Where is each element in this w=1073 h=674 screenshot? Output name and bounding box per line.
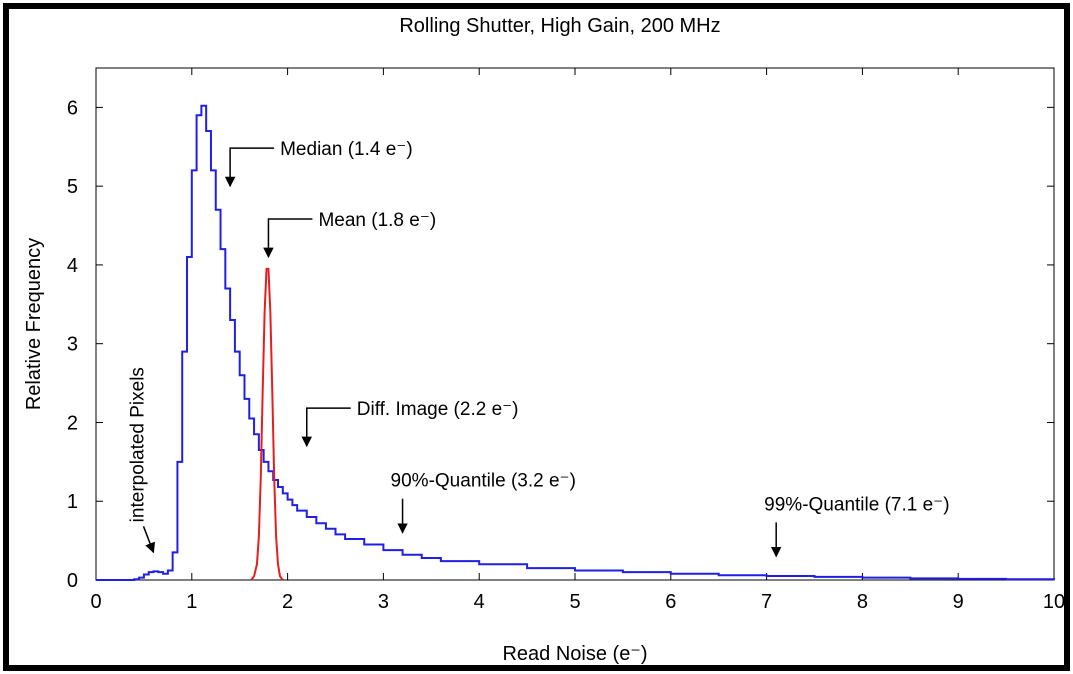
y-tick-label: 2 <box>67 412 78 434</box>
y-tick-label: 6 <box>67 97 78 119</box>
series-line-0 <box>96 104 1055 581</box>
annotation-arrow <box>224 147 275 188</box>
x-axis-label: Read Noise (e⁻) <box>502 643 647 665</box>
window-border <box>3 3 1070 671</box>
annotation-layer: Median (1.4 e⁻) Mean (1.8 e⁻) Diff. Image … <box>127 139 950 558</box>
y-tick-label: 5 <box>67 176 78 198</box>
x-tick-label: 4 <box>474 591 485 613</box>
x-tick-label: 8 <box>857 591 868 613</box>
x-tick-label: 10 <box>1043 591 1065 613</box>
x-tick-label: 9 <box>953 591 964 613</box>
series-layer <box>96 104 1055 581</box>
x-tick-label: 1 <box>186 591 197 613</box>
x-axis: 0 1 2 3 4 5 6 7 8 9 10 <box>90 68 1065 613</box>
annotation-label: 90%-Quantile (3.2 e⁻) <box>391 471 576 492</box>
x-tick-label: 0 <box>90 591 101 613</box>
y-tick-label: 4 <box>67 255 78 277</box>
annotation-arrow <box>263 218 313 259</box>
x-tick-label: 2 <box>282 591 293 613</box>
annotation-label: interpolated Pixels <box>127 367 148 522</box>
x-tick-label: 3 <box>378 591 389 613</box>
annotation-label: 99%-Quantile (7.1 e⁻) <box>764 494 949 515</box>
annotation-label: Mean (1.8 e⁻) <box>318 210 436 231</box>
x-tick-label: 5 <box>569 591 580 613</box>
y-tick-label: 3 <box>67 334 78 356</box>
annotation-arrow <box>142 526 155 554</box>
chart-title: Rolling Shutter, High Gain, 200 MHz <box>399 15 720 37</box>
y-tick-label: 1 <box>67 491 78 513</box>
y-tick-label: 0 <box>67 570 78 592</box>
x-tick-label: 6 <box>665 591 676 613</box>
x-tick-label: 7 <box>761 591 772 613</box>
series-line-1 <box>250 267 284 581</box>
annotation-arrow <box>301 407 351 448</box>
y-axis: 0 1 2 3 4 5 6 <box>67 97 1054 592</box>
annotation-label: Diff. Image (2.2 e⁻) <box>357 399 519 420</box>
y-axis-label: Relative Frequency <box>23 238 45 410</box>
annotation-label: Median (1.4 e⁻) <box>280 139 413 160</box>
